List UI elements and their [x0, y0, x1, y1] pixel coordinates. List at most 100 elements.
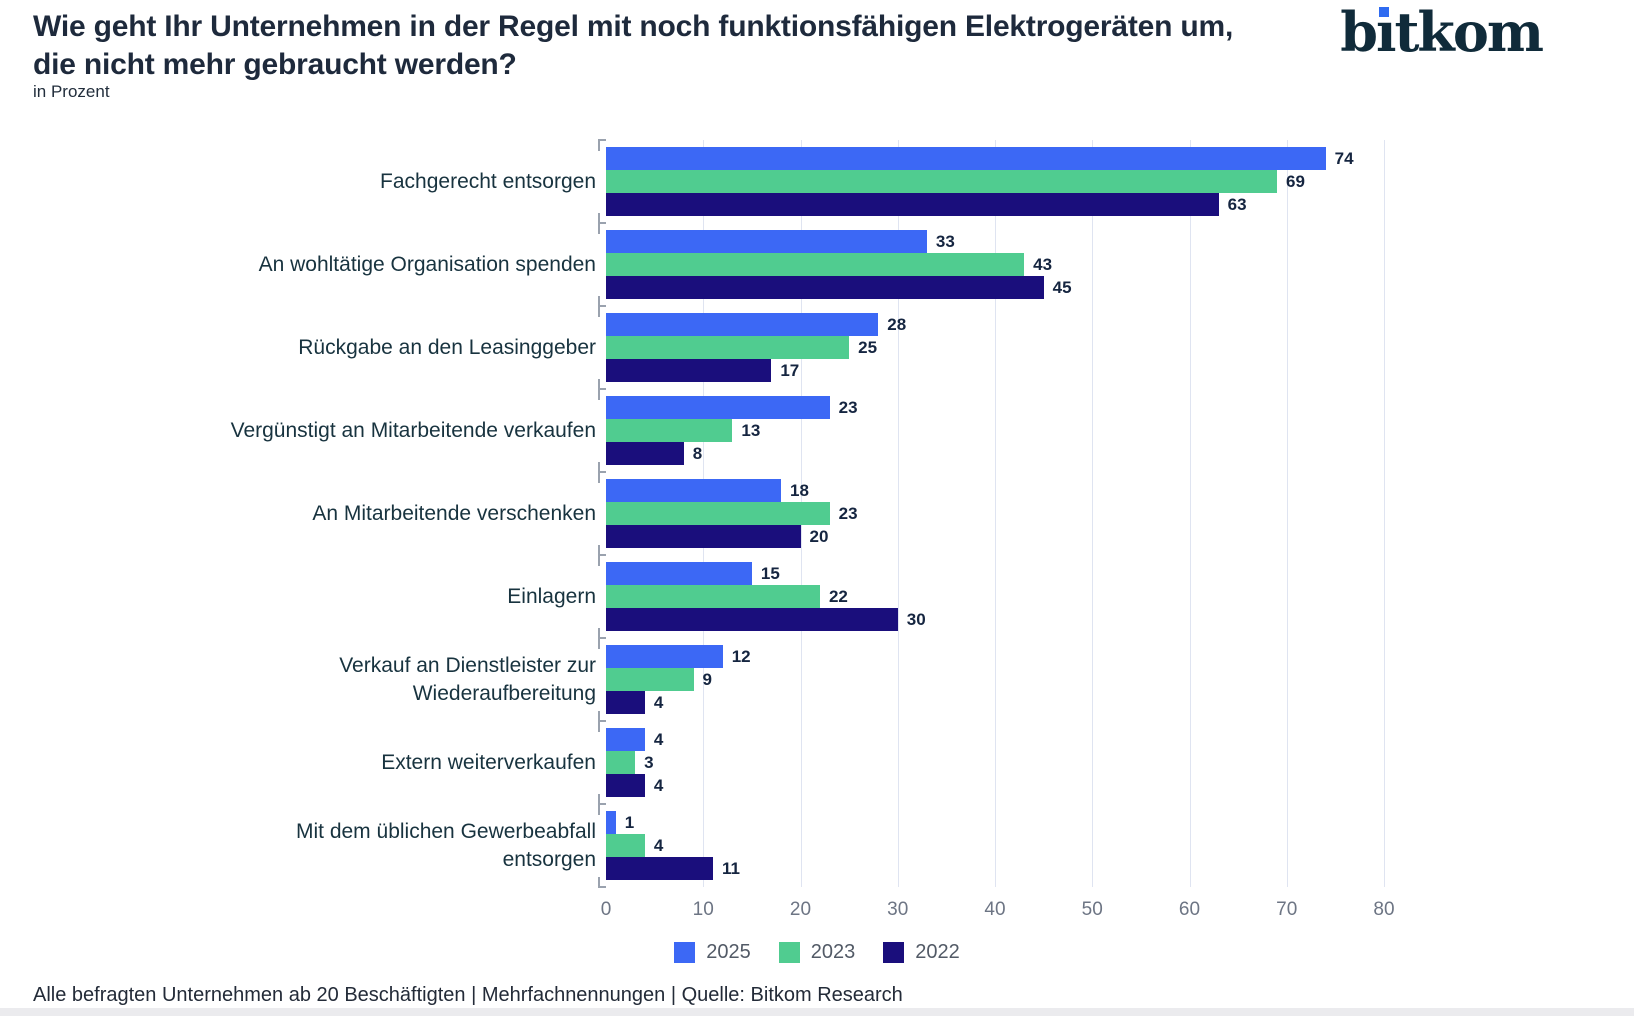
- y-axis-tick: [598, 139, 606, 141]
- bottom-divider: [0, 1008, 1634, 1016]
- bitkom-logo: bı tkom: [1340, 0, 1544, 64]
- category-label: Extern weiterverkaufen: [381, 750, 596, 774]
- legend-label: 2023: [810, 941, 856, 963]
- bar-2022: [606, 442, 684, 465]
- category-label: Rückgabe an den Leasinggeber: [298, 335, 596, 359]
- category-label: Einlagern: [507, 584, 596, 608]
- bar-2023: [606, 419, 733, 442]
- gridline: [1189, 140, 1191, 887]
- bar-2025: [606, 728, 645, 751]
- bar-2025: [606, 313, 879, 336]
- logo-letter-i: ı: [1375, 0, 1396, 64]
- x-axis-tick-label: 0: [600, 899, 612, 920]
- y-axis-stub: [598, 139, 600, 151]
- bar-value-label: 30: [906, 610, 926, 629]
- bar-2025: [606, 230, 927, 253]
- bar-value-label: 12: [731, 647, 751, 666]
- bar-2022: [606, 691, 645, 714]
- bar-value-label: 9: [702, 670, 712, 689]
- category-label: An wohltätige Organisation spenden: [258, 252, 596, 276]
- y-axis-stub: [598, 296, 600, 317]
- gridline: [1384, 140, 1385, 887]
- bar-2022: [606, 193, 1219, 216]
- legend-item-2022: 2022: [883, 941, 960, 964]
- bar-value-label: 25: [858, 338, 878, 357]
- bar-value-label: 74: [1334, 149, 1354, 168]
- gridline: [1286, 140, 1288, 887]
- y-axis-stub: [598, 379, 600, 400]
- x-axis-tick-label: 80: [1373, 899, 1395, 920]
- y-axis-stub: [598, 213, 600, 234]
- bar-2023: [606, 170, 1278, 193]
- legend-item-2023: 2023: [778, 941, 856, 964]
- bar-value-label: 4: [653, 836, 664, 855]
- bar-2025: [606, 479, 782, 502]
- bar-value-label: 4: [653, 776, 664, 795]
- y-axis-tick: [598, 222, 606, 224]
- bar-2025: [606, 811, 616, 834]
- bar-value-label: 23: [838, 504, 858, 523]
- bar-value-label: 3: [644, 753, 654, 772]
- y-axis-tick: [598, 803, 606, 805]
- bar-value-label: 4: [653, 693, 664, 712]
- bar-2023: [606, 668, 694, 691]
- legend-swatch: [778, 942, 800, 963]
- x-axis-tick-label: 50: [1081, 899, 1103, 920]
- bar-2025: [606, 562, 752, 585]
- bar-2022: [606, 774, 645, 797]
- legend-item-2025: 2025: [674, 941, 751, 964]
- bar-2022: [606, 525, 801, 548]
- legend-label: 2022: [915, 941, 960, 963]
- chart-subtitle: in Prozent: [33, 82, 110, 101]
- bar-value-label: 45: [1052, 278, 1072, 297]
- x-axis-tick-label: 70: [1276, 899, 1298, 920]
- category-label: An Mitarbeitende verschenken: [312, 501, 596, 525]
- y-axis-tick: [598, 305, 606, 307]
- legend-swatch: [674, 942, 696, 963]
- bar-value-label: 33: [935, 232, 955, 251]
- bar-value-label: 20: [809, 527, 829, 546]
- y-axis-stub: [598, 462, 600, 483]
- chart-legend: 2025 2023 2022: [0, 941, 1634, 964]
- bar-value-label: 22: [828, 587, 848, 606]
- bar-value-label: 43: [1033, 255, 1053, 274]
- bar-2022: [606, 857, 713, 880]
- bar-value-label: 23: [838, 398, 858, 417]
- category-label: Mit dem üblichen Gewerbeabfall entsorgen: [296, 820, 596, 871]
- x-axis-tick-label: 10: [692, 899, 714, 920]
- bar-2025: [606, 645, 723, 668]
- bar-value-label: 18: [790, 481, 809, 500]
- y-axis-tick: [598, 720, 606, 722]
- x-axis-tick-label: 20: [789, 899, 812, 920]
- legend-label: 2025: [706, 941, 751, 963]
- bar-2025: [606, 147, 1326, 170]
- category-label: Vergünstigt an Mitarbeitende verkaufen: [230, 418, 596, 442]
- bar-value-label: 8: [692, 444, 703, 463]
- category-label: Fachgerecht entsorgen: [380, 169, 596, 193]
- gridline: [897, 140, 899, 887]
- bar-2022: [606, 608, 898, 631]
- y-axis-stub: [598, 711, 600, 732]
- bar-value-label: 15: [760, 564, 780, 583]
- y-axis-tick: [598, 554, 606, 556]
- bar-2023: [606, 751, 636, 774]
- y-axis-tick: [598, 388, 606, 390]
- bar-2023: [606, 585, 820, 608]
- bar-2025: [606, 396, 830, 419]
- x-axis-tick-label: 40: [984, 899, 1006, 920]
- x-axis-tick-label: 60: [1178, 899, 1201, 920]
- legend-swatch: [883, 942, 905, 963]
- bar-2023: [606, 834, 645, 857]
- chart-title: Wie geht Ihr Unternehmen in der Regel mi…: [33, 10, 1234, 81]
- y-axis-stub: [598, 628, 600, 649]
- bar-value-label: 17: [780, 361, 800, 380]
- bar-value-label: 11: [721, 859, 740, 878]
- bar-2022: [606, 359, 772, 382]
- x-axis-tick-label: 30: [887, 899, 909, 920]
- bar-value-label: 4: [653, 730, 664, 749]
- bar-value-label: 69: [1286, 172, 1305, 191]
- y-axis-tick: [598, 637, 606, 639]
- bar-2022: [606, 276, 1044, 299]
